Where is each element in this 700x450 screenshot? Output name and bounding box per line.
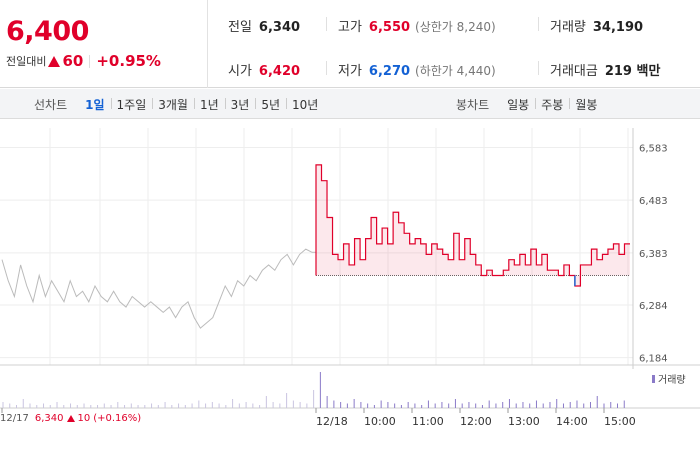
volume-legend-label: 거래량: [658, 374, 686, 386]
x-tick-label: 15:00: [604, 415, 636, 428]
tab-1w[interactable]: 1주일: [110, 96, 153, 113]
volume-value: 34,190: [592, 20, 644, 35]
x-tick-label: 10:00: [364, 415, 396, 428]
trade-value: 219 백만: [604, 64, 661, 79]
tab-daily[interactable]: 일봉: [507, 97, 530, 112]
change-row: 전일대비 60 +0.95%: [6, 52, 161, 70]
prev-close-cell: 전일 6,340: [228, 16, 300, 35]
trade-value-cell: 거래대금 219 백만: [550, 60, 660, 79]
y-tick-label: 6,583: [639, 143, 668, 154]
prev-day-pct: (+0.16%): [93, 413, 142, 424]
open-cell: 시가 6,420: [228, 60, 300, 79]
upper-limit: (상한가 8,240): [415, 20, 496, 34]
volume-legend-swatch: [652, 375, 655, 383]
divider: [326, 17, 327, 31]
tab-1d[interactable]: 1일: [85, 97, 105, 112]
divider: [538, 17, 539, 31]
x-tick-label: 11:00: [412, 415, 444, 428]
x-tick-label: 14:00: [556, 415, 588, 428]
lower-limit: (하한가 4,440): [415, 64, 496, 78]
volume-cell: 거래량 34,190: [550, 16, 643, 35]
tab-10y[interactable]: 10년: [286, 96, 324, 113]
up-arrow-icon: [67, 415, 76, 422]
chart-period-tabbar: 선차트 1일 1주일 3개월 1년 3년 5년 10년 봉차트 일봉 주봉 월봉: [0, 89, 700, 119]
quote-panel: 6,400 전일대비 60 +0.95% 전일 6,340 고가 6,550 (…: [0, 0, 700, 88]
change-value: 60: [62, 52, 84, 70]
prev-close-label: 전일: [228, 20, 252, 35]
open-value: 6,420: [258, 64, 301, 79]
x-tick-label: 12:00: [460, 415, 492, 428]
high-label: 고가: [338, 20, 362, 35]
price-chart: 6,583 6,483 6,383 6,284 6,184 거래량 12/18 10:00 11…: [0, 128, 700, 428]
divider: [89, 54, 91, 68]
divider: [326, 61, 327, 75]
prev-close-value: 6,340: [258, 20, 301, 35]
change-label: 전일대비: [6, 55, 47, 68]
volume-label: 거래량: [550, 20, 586, 35]
y-tick-label: 6,383: [639, 249, 668, 260]
line-chart-label: 선차트: [34, 97, 68, 112]
price-chart-area: 6,583 6,483 6,383 6,284 6,184 거래량 12/18 10:00 11…: [0, 120, 700, 450]
tab-3m[interactable]: 3개월: [152, 96, 194, 113]
current-price-block: 6,400 전일대비 60 +0.95%: [0, 0, 208, 88]
prev-day-summary: 12/17 6,340 10 (+0.16%): [0, 413, 141, 424]
open-label: 시가: [228, 64, 252, 79]
y-tick-label: 6,284: [639, 301, 668, 312]
high-value: 6,550: [368, 20, 411, 35]
y-tick-label: 6,483: [639, 196, 668, 207]
candle-chart-tabs: 봉차트 일봉 주봉 월봉: [456, 89, 603, 119]
low-label: 저가: [338, 64, 362, 79]
today-area-fill: [316, 164, 630, 286]
low-cell: 저가 6,270 (하한가 4,440): [338, 60, 496, 79]
line-chart-tabs: 선차트 1일 1주일 3개월 1년 3년 5년 10년: [34, 89, 324, 119]
trade-value-label: 거래대금: [550, 64, 598, 79]
current-price: 6,400: [6, 16, 89, 47]
tab-5y[interactable]: 5년: [255, 96, 286, 113]
prev-day-price-line: [1, 248, 313, 329]
x-tick-label: 13:00: [508, 415, 540, 428]
tab-3y[interactable]: 3년: [224, 96, 256, 113]
divider: [538, 61, 539, 75]
x-tick-label: 12/18: [316, 415, 348, 428]
prev-day-change: 10: [77, 413, 91, 424]
tab-1y[interactable]: 1년: [193, 96, 225, 113]
tab-monthly[interactable]: 월봉: [569, 96, 603, 113]
change-percent: +0.95%: [96, 52, 161, 70]
tab-weekly[interactable]: 주봉: [535, 96, 569, 113]
low-value: 6,270: [368, 64, 411, 79]
prev-day-date: 12/17: [0, 413, 29, 424]
up-arrow-icon: [48, 55, 61, 67]
candle-chart-label: 봉차트: [456, 97, 490, 112]
prev-day-price: 6,340: [34, 413, 64, 424]
high-cell: 고가 6,550 (상한가 8,240): [338, 16, 496, 35]
y-tick-label: 6,184: [639, 354, 668, 365]
